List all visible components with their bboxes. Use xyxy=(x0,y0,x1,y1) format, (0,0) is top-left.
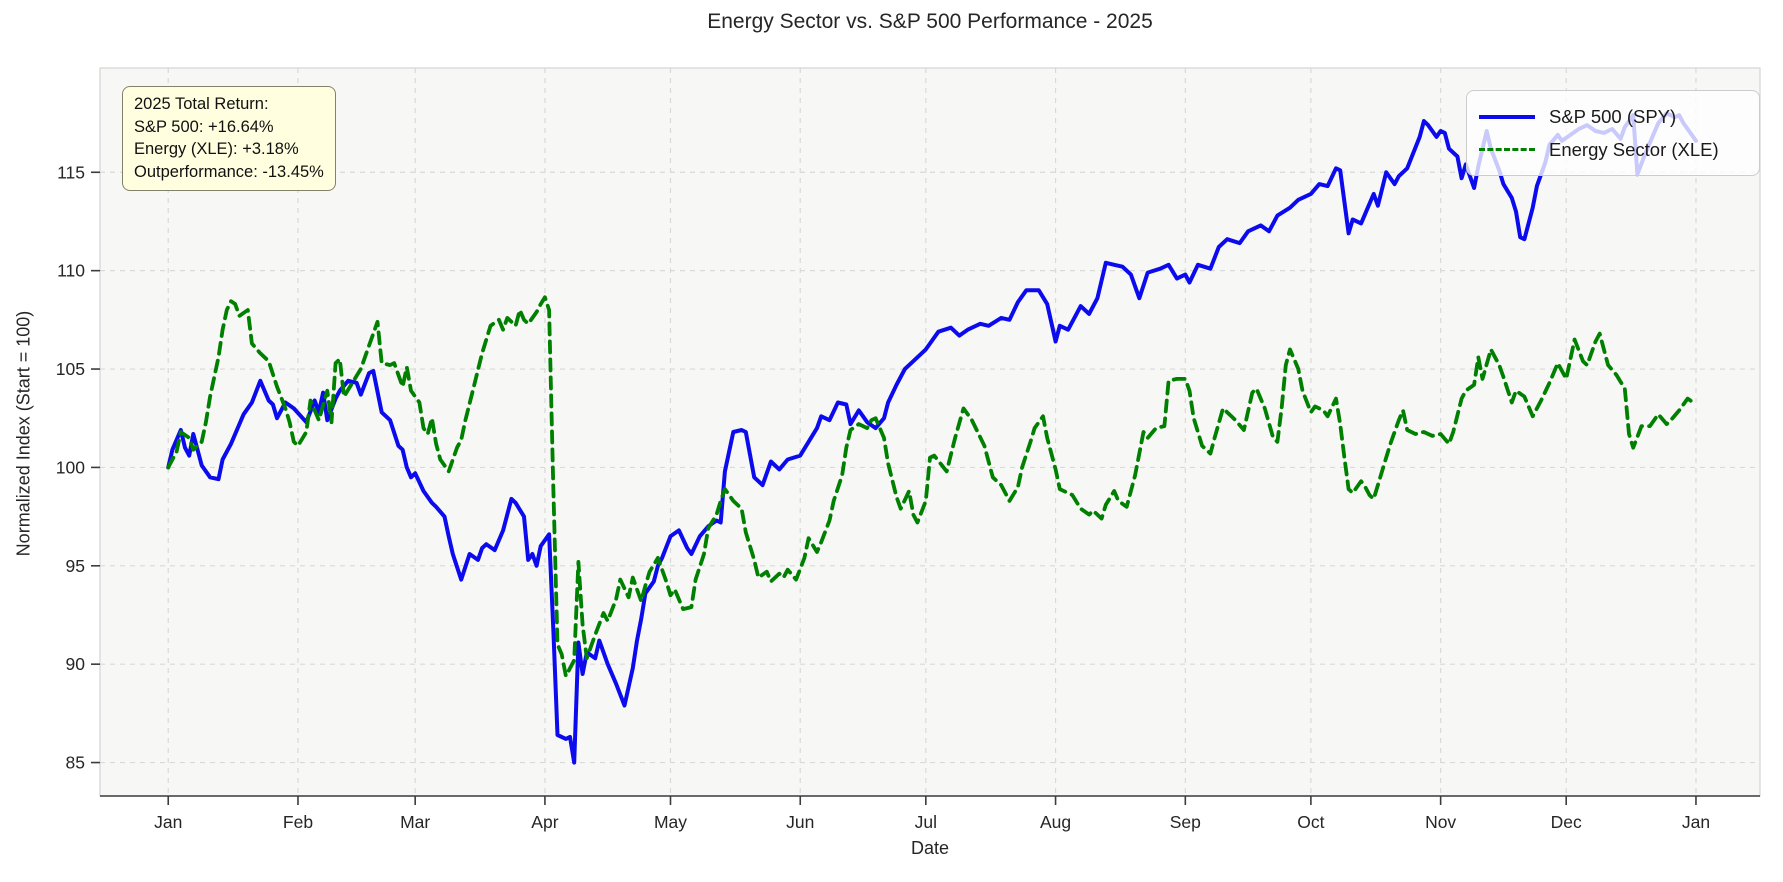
annotation-line-3: Energy (XLE): +3.18% xyxy=(134,140,299,158)
x-tick-label: Jan xyxy=(154,812,182,832)
x-tick-label: May xyxy=(654,812,687,832)
chart-title: Energy Sector vs. S&P 500 Performance - … xyxy=(707,10,1153,33)
spy-line-swatch xyxy=(1479,114,1535,119)
x-tick-label: Aug xyxy=(1040,812,1071,832)
series-line-spy xyxy=(166,111,1698,765)
y-tick-label: 90 xyxy=(66,654,86,674)
y-tick-label: 100 xyxy=(56,457,85,477)
y-tick-label: 105 xyxy=(56,359,85,379)
x-tick-label: Feb xyxy=(283,812,313,832)
annotation-line-4: Outperformance: -13.45% xyxy=(134,162,324,181)
y-axis-label: Normalized Index (Start = 100) xyxy=(13,310,34,557)
annotation-box: 2025 Total Return: S&P 500: +16.64% Ener… xyxy=(122,86,336,191)
legend-item-spy: S&P 500 (SPY) xyxy=(1479,100,1747,133)
legend-item-xle: Energy Sector (XLE) xyxy=(1479,133,1747,166)
x-tick-label: Sep xyxy=(1170,812,1201,832)
x-tick-label: Mar xyxy=(400,812,430,832)
x-tick-label: Jul xyxy=(915,812,937,832)
legend: S&P 500 (SPY) Energy Sector (XLE) xyxy=(1466,90,1760,176)
plot-background xyxy=(100,68,1760,796)
x-tick-label: Jan xyxy=(1682,812,1710,832)
x-tick-label: Dec xyxy=(1551,812,1582,832)
x-tick-label: Nov xyxy=(1425,812,1456,832)
x-tick-label: Oct xyxy=(1297,812,1324,832)
annotation-line-1: 2025 Total Return: xyxy=(134,95,269,113)
y-tick-label: 95 xyxy=(66,556,85,576)
legend-label-spy: S&P 500 (SPY) xyxy=(1549,105,1677,127)
legend-label-xle: Energy Sector (XLE) xyxy=(1549,138,1719,160)
x-axis-label: Date xyxy=(910,838,950,858)
annotation-line-2: S&P 500: +16.64% xyxy=(134,117,274,136)
x-tick-label: Apr xyxy=(531,812,558,832)
xle-line-swatch xyxy=(1479,148,1535,151)
y-tick-label: 110 xyxy=(57,261,85,281)
series-line-xle xyxy=(166,295,1698,678)
y-tick-label: 85 xyxy=(66,753,85,773)
x-tick-label: Jun xyxy=(786,812,814,832)
y-tick-label: 115 xyxy=(57,162,85,182)
